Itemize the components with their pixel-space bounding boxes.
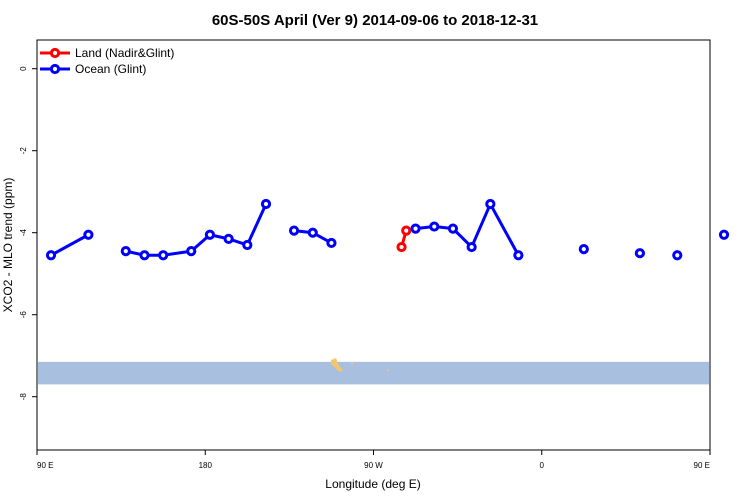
data-point: [672, 250, 683, 261]
y-tick-label: -2: [19, 147, 28, 155]
land-band: [38, 361, 709, 385]
data-point: [634, 248, 645, 259]
data-point: [513, 250, 524, 261]
data-point: [410, 223, 421, 234]
data-point: [401, 225, 412, 236]
data-point: [485, 198, 496, 210]
series-line: [50, 233, 90, 257]
y-tick-label: -8: [19, 393, 28, 401]
data-point: [223, 233, 234, 244]
landmass-dot: [351, 362, 353, 364]
legend-label: Ocean (Glint): [75, 62, 146, 76]
data-point: [466, 241, 477, 253]
data-point: [120, 246, 131, 257]
x-tick-label: 90 E: [694, 461, 710, 470]
data-point: [429, 221, 440, 232]
data-point: [326, 237, 337, 249]
data-point: [83, 229, 94, 240]
legend-marker: [49, 63, 61, 75]
x-tick-label: 90 E: [37, 461, 53, 470]
legend-marker: [49, 47, 61, 59]
x-axis-title: Longitude (deg E): [325, 477, 420, 491]
data-point: [288, 225, 300, 236]
plot-area: [36, 39, 711, 451]
data-point: [45, 250, 57, 261]
data-point: [242, 239, 253, 251]
data-point: [204, 229, 216, 240]
data-point: [718, 229, 730, 240]
y-tick-label: 0: [19, 66, 28, 71]
data-point: [158, 250, 169, 261]
x-tick-label: 180: [199, 461, 213, 470]
data-point: [139, 250, 150, 261]
series-layer: [45, 198, 730, 261]
y-tick-label: -4: [19, 229, 28, 237]
land-band-layer: [38, 358, 709, 385]
chart-title: 60S-50S April (Ver 9) 2014-09-06 to 2018…: [212, 12, 538, 29]
y-tick-label: -6: [19, 311, 28, 319]
y-axis-title: XCO2 - MLO trend (ppm): [1, 178, 15, 313]
data-point: [447, 223, 459, 234]
data-point: [396, 241, 407, 253]
data-point: [186, 246, 197, 257]
landmass-patch: [331, 358, 343, 372]
series-0: [396, 225, 412, 253]
data-point: [260, 198, 272, 210]
data-point: [578, 244, 589, 255]
legend: Land (Nadir&Glint) Ocean (Glint): [40, 46, 174, 76]
legend-label: Land (Nadir&Glint): [75, 46, 174, 60]
landmass-dot: [387, 369, 389, 371]
data-point: [307, 227, 318, 238]
series-1: [45, 198, 730, 261]
x-tick-label: 0: [540, 461, 545, 470]
x-tick-label: 90 W: [364, 461, 383, 470]
